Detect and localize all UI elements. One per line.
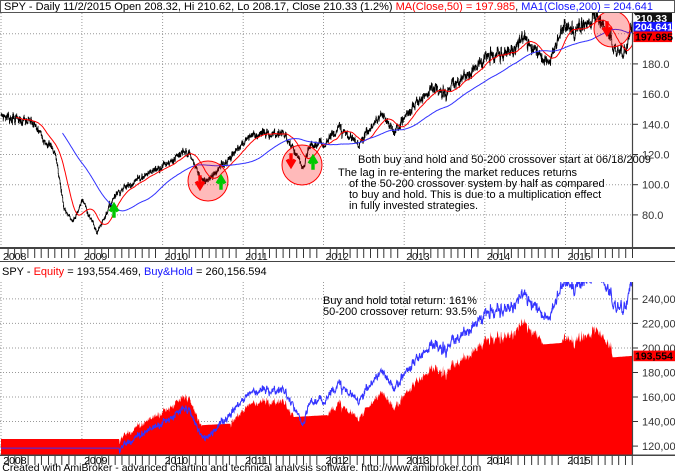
svg-text:120,000: 120,000 bbox=[642, 441, 675, 453]
svg-text:160.0: 160.0 bbox=[642, 89, 670, 101]
svg-text:80.0: 80.0 bbox=[642, 210, 663, 222]
svg-text:140.0: 140.0 bbox=[642, 119, 670, 131]
svg-text:220,000: 220,000 bbox=[642, 318, 675, 330]
svg-text:in fully invested strategies.: in fully invested strategies. bbox=[349, 200, 478, 212]
svg-text:Both buy and hold and 50-200 c: Both buy and hold and 50-200 crossover s… bbox=[358, 154, 651, 166]
svg-text:50-200 crossover return: 93.5%: 50-200 crossover return: 93.5% bbox=[323, 306, 477, 318]
svg-text:193,554: 193,554 bbox=[635, 352, 673, 363]
svg-text:120.0: 120.0 bbox=[642, 150, 670, 162]
svg-text:197.985: 197.985 bbox=[635, 32, 673, 44]
svg-text:2015: 2015 bbox=[567, 456, 590, 467]
svg-text:180,000: 180,000 bbox=[642, 367, 675, 379]
svg-text:160,000: 160,000 bbox=[642, 392, 675, 404]
svg-text:Created with AmiBroker - advan: Created with AmiBroker - advanced charti… bbox=[2, 463, 481, 471]
svg-text:100.0: 100.0 bbox=[642, 180, 670, 192]
svg-text:240,000: 240,000 bbox=[642, 294, 675, 306]
svg-text:140,000: 140,000 bbox=[642, 416, 675, 428]
svg-text:2014: 2014 bbox=[487, 456, 510, 467]
svg-text:180.0: 180.0 bbox=[642, 59, 670, 71]
